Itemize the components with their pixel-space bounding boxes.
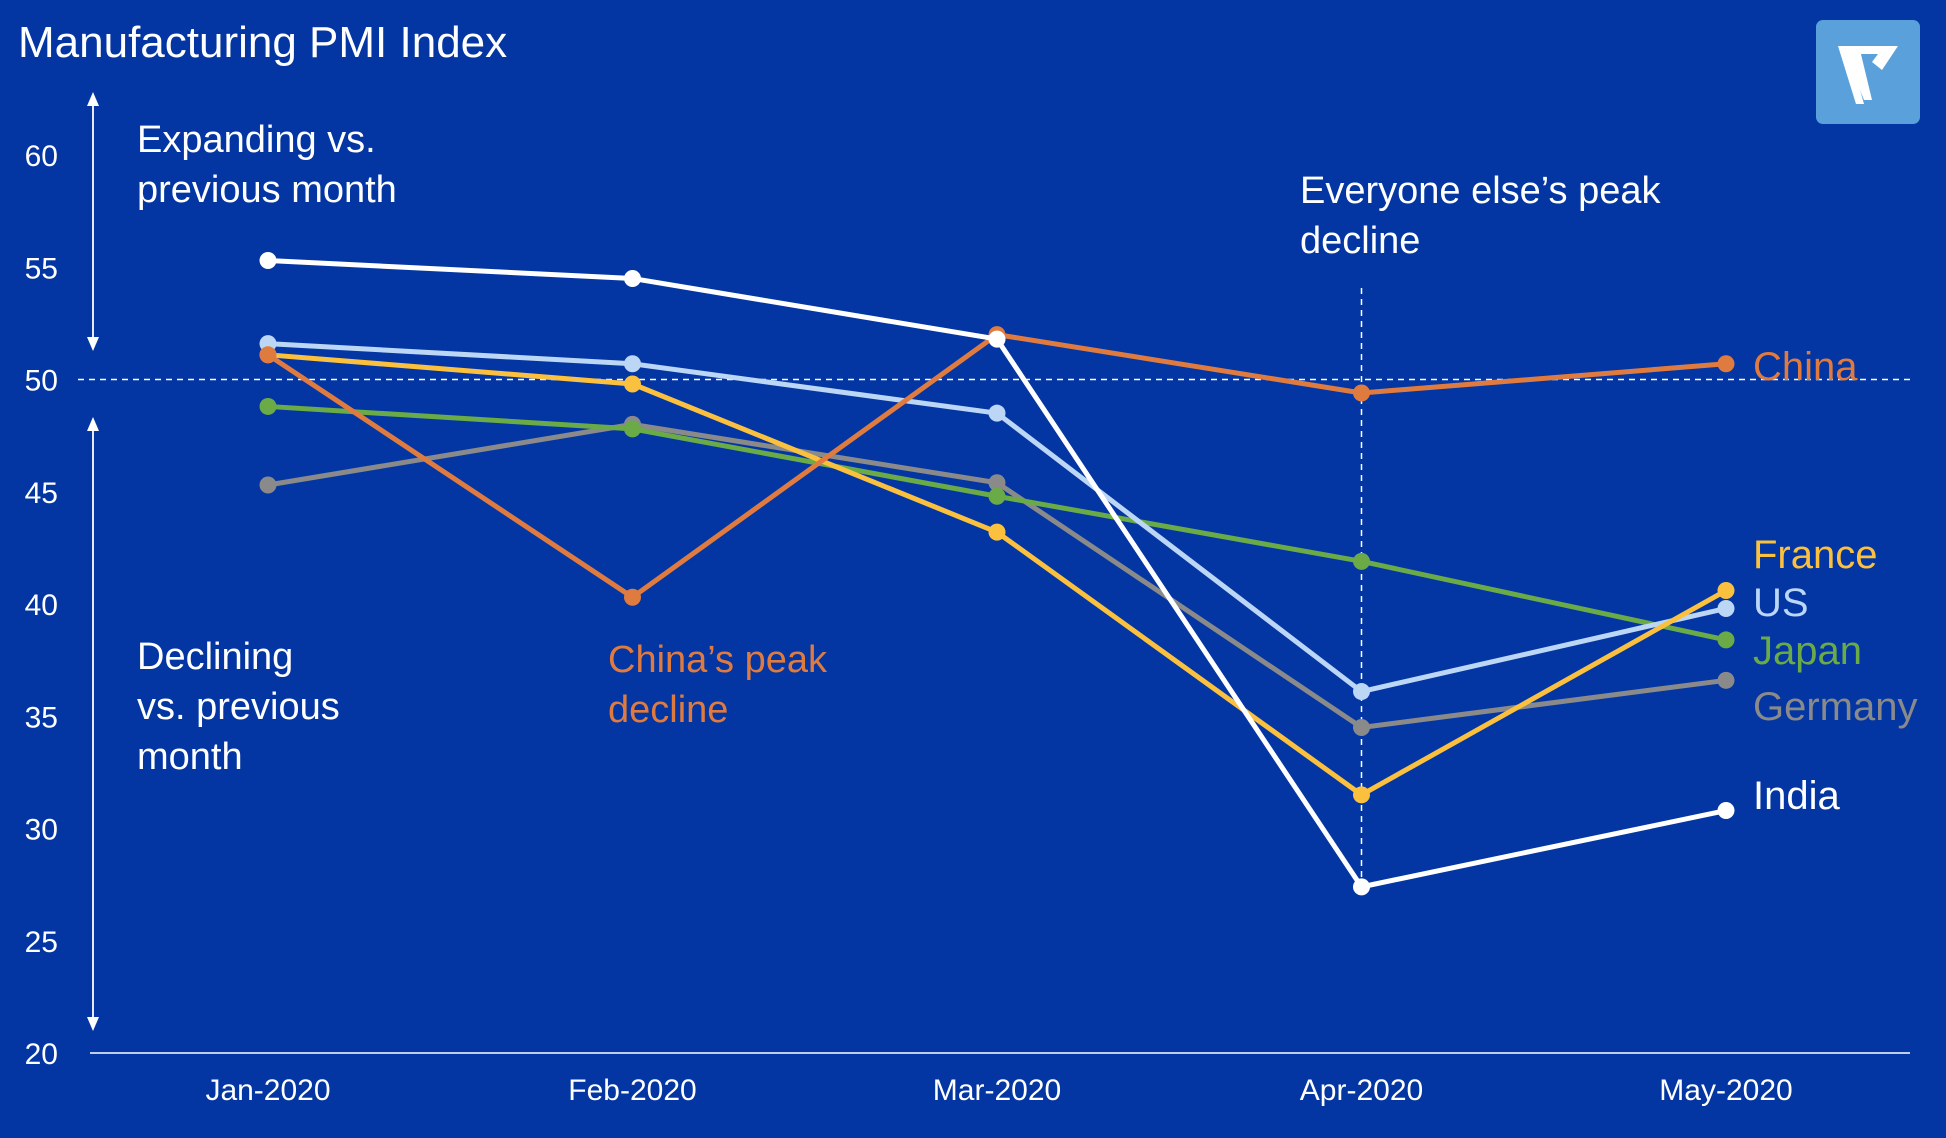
x-tick-label: Feb-2020 <box>568 1074 696 1107</box>
data-point-germany <box>259 476 277 494</box>
data-point-india <box>624 269 641 287</box>
data-point-germany <box>988 474 1006 492</box>
data-point-us <box>988 404 1006 422</box>
data-point-japan <box>1717 631 1735 649</box>
chart-title: Manufacturing PMI Index <box>18 18 508 67</box>
series-china <box>259 326 1735 606</box>
data-point-india <box>259 252 277 270</box>
series-label-japan: Japan <box>1753 629 1862 673</box>
data-point-india <box>1717 802 1735 820</box>
y-tick-label: 55 <box>25 252 58 285</box>
series-line-us <box>267 341 1727 695</box>
data-point-india <box>1353 878 1370 896</box>
data-point-germany <box>1353 718 1370 736</box>
expanding-arrow-head-down <box>87 337 99 351</box>
x-tick-label: Jan-2020 <box>205 1074 330 1107</box>
data-point-germany <box>1717 671 1735 689</box>
y-tick-label: 60 <box>25 140 58 173</box>
series-japan <box>259 397 1735 649</box>
data-point-japan <box>624 420 641 438</box>
china-peak-annotation: China’s peak decline <box>608 639 828 731</box>
x-tick-label: Mar-2020 <box>933 1074 1061 1107</box>
y-tick-label: 50 <box>25 365 58 398</box>
data-point-us <box>1353 683 1370 701</box>
series-label-germany: Germany <box>1753 685 1918 729</box>
data-point-france <box>988 523 1006 541</box>
x-tick-label: May-2020 <box>1659 1074 1792 1107</box>
series-group <box>259 252 1735 896</box>
expanding-annotation: Expanding vs. previous month <box>137 119 397 211</box>
y-tick-label: 25 <box>25 926 58 959</box>
data-point-france <box>624 375 641 393</box>
data-point-france <box>1353 786 1370 804</box>
y-tick-label: 40 <box>25 589 58 622</box>
series-label-france: France <box>1753 533 1878 577</box>
data-point-japan <box>988 487 1006 505</box>
v-logo-icon <box>1838 46 1898 104</box>
expanding-arrow-head-up <box>87 92 99 106</box>
y-tick-label: 45 <box>25 477 58 510</box>
data-point-france <box>1717 582 1735 600</box>
data-point-china <box>259 346 277 364</box>
data-point-japan <box>259 397 277 415</box>
axes: 20 25 30 35 40 45 50 55 60 Jan-2020 Feb-2020 Mar-20… <box>25 92 1910 1107</box>
data-point-china <box>1353 384 1370 402</box>
data-point-india <box>988 330 1006 348</box>
declining-arrow-head-down <box>87 1017 99 1031</box>
declining-arrow <box>87 417 99 1031</box>
series-germany <box>259 415 1735 736</box>
expanding-arrow <box>87 92 99 351</box>
others-peak-annotation: Everyone else’s peak decline <box>1300 170 1661 262</box>
declining-arrow-head-up <box>87 417 99 431</box>
y-tick-label: 30 <box>25 814 58 847</box>
data-point-china <box>624 588 641 606</box>
series-label-us: US <box>1753 581 1809 625</box>
y-tick-label: 35 <box>25 701 58 734</box>
x-tick-label: Apr-2020 <box>1300 1074 1423 1107</box>
series-us <box>259 335 1735 701</box>
series-line-germany <box>267 421 1727 730</box>
data-point-japan <box>1353 552 1370 570</box>
data-point-china <box>1717 355 1735 373</box>
data-point-us <box>624 355 641 373</box>
declining-annotation: Declining vs. previous month <box>137 636 340 778</box>
y-tick-label: 20 <box>25 1038 58 1071</box>
series-india <box>259 252 1735 896</box>
series-france <box>259 346 1735 804</box>
brand-logo <box>1816 20 1920 124</box>
series-label-china: China <box>1753 345 1858 389</box>
series-label-india: India <box>1753 774 1840 818</box>
data-point-us <box>1717 599 1735 617</box>
series-line-japan <box>267 403 1727 643</box>
